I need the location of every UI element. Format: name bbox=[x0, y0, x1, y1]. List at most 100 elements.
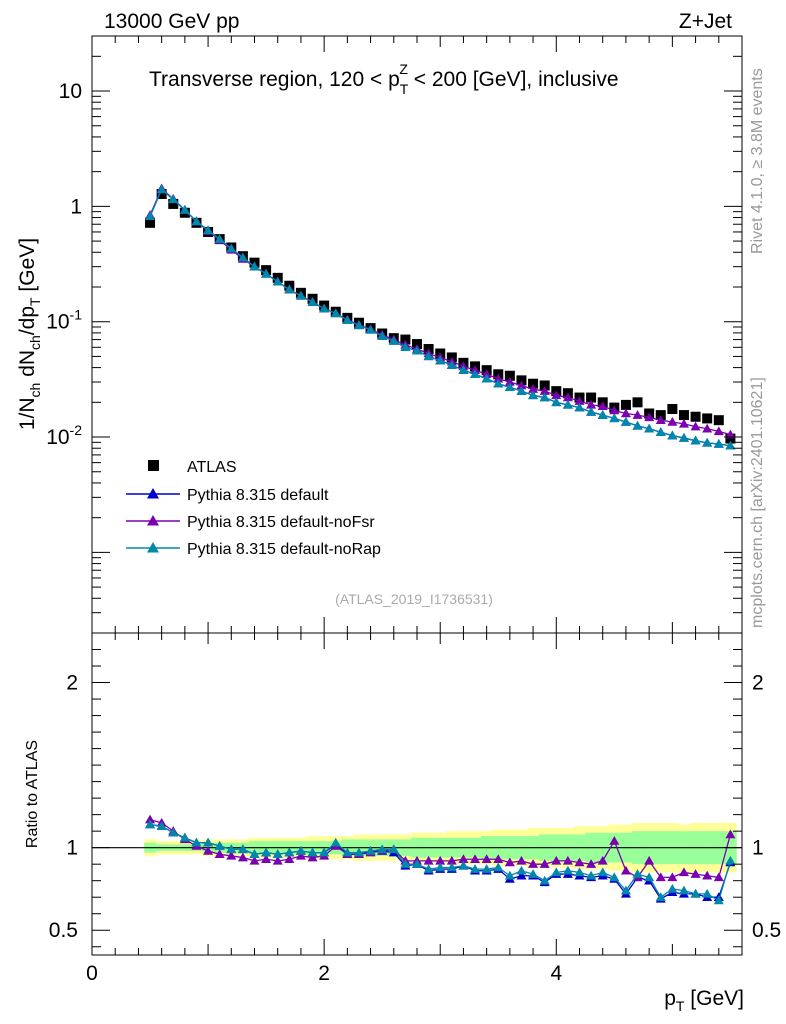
ratio-marker-2 bbox=[226, 844, 237, 854]
main-marker-3 bbox=[295, 290, 306, 300]
ratio-marker-2 bbox=[620, 885, 631, 895]
main-marker-2 bbox=[516, 380, 527, 390]
main-marker-2 bbox=[655, 415, 666, 424]
ratio-marker-2 bbox=[481, 864, 492, 873]
ratio-marker-2 bbox=[551, 867, 562, 877]
atlas-point bbox=[156, 189, 167, 200]
atlas-point bbox=[632, 397, 643, 408]
ratio-marker-2 bbox=[156, 821, 167, 830]
legend-atlas-marker bbox=[148, 460, 159, 471]
ratio-marker-1 bbox=[295, 850, 306, 860]
ratio-y-tick-label-right: 1 bbox=[752, 837, 764, 860]
main-marker-3 bbox=[493, 378, 504, 388]
main-marker-3 bbox=[179, 205, 190, 214]
legend-label: ATLAS bbox=[187, 459, 237, 476]
ratio-marker-2 bbox=[493, 862, 504, 872]
ratio-marker-2 bbox=[667, 883, 678, 893]
main-marker-3 bbox=[435, 355, 446, 365]
rivet-label: Rivet 4.1.0, ≥ 3.8M events bbox=[749, 68, 766, 254]
main-marker-2 bbox=[504, 377, 515, 386]
main-marker-3 bbox=[365, 324, 376, 334]
ratio-marker-2 bbox=[330, 837, 341, 847]
atlas-point bbox=[586, 392, 597, 403]
region-title-sup: Z bbox=[399, 61, 408, 77]
region-title-sub: T bbox=[400, 81, 409, 97]
ratio-marker-2 bbox=[272, 849, 283, 859]
ratio-marker-2 bbox=[377, 844, 388, 854]
main-y-tick-label: 10-2 bbox=[46, 422, 82, 449]
main-marker-2 bbox=[597, 401, 608, 410]
ratio-frame bbox=[91, 632, 743, 956]
atlas-point bbox=[678, 410, 689, 421]
ratio-marker-2 bbox=[261, 847, 272, 857]
ratio-marker-2 bbox=[504, 870, 515, 880]
ratio-marker-2 bbox=[574, 867, 585, 877]
ratio-marker-2 bbox=[145, 819, 156, 829]
ratio-marker-2 bbox=[284, 847, 295, 857]
ratio-y-tick-label: 2 bbox=[66, 672, 78, 695]
main-marker-3 bbox=[504, 382, 515, 392]
ratio-marker-2 bbox=[516, 865, 527, 875]
region-title: Transverse region, 120 < pTZ < 200 [GeV]… bbox=[149, 61, 619, 97]
ratio-marker-2 bbox=[632, 869, 643, 878]
main-marker-2 bbox=[528, 384, 539, 393]
atlas-point bbox=[713, 415, 724, 426]
ratio-marker-1 bbox=[145, 814, 156, 824]
main-marker-2 bbox=[702, 423, 713, 433]
tick-label-exponent: -2 bbox=[70, 422, 83, 438]
main-marker-3 bbox=[667, 430, 678, 440]
legend-label: Pythia 8.315 default-noRap bbox=[187, 541, 381, 558]
ratio-marker-1 bbox=[597, 855, 608, 865]
ratio-marker-2 bbox=[435, 862, 446, 872]
main-marker-3 bbox=[214, 234, 225, 243]
legend-label: Pythia 8.315 default bbox=[187, 487, 329, 504]
main-marker-3 bbox=[702, 437, 713, 447]
energy-label: 13000 GeV pp bbox=[104, 10, 239, 33]
ratio-marker-2 bbox=[423, 864, 434, 873]
ratio-panel: 0 2 4 0.5 0.5 1 1 2 2 bbox=[49, 632, 781, 985]
ratio-marker-2 bbox=[655, 892, 666, 901]
x-axis-label-unit: [GeV] bbox=[684, 987, 744, 1010]
ratio-marker-0 bbox=[516, 870, 527, 880]
x-tick-label: 0 bbox=[86, 962, 98, 985]
ratio-marker-1 bbox=[423, 855, 434, 865]
ratio-y-tick-label-right: 2 bbox=[752, 672, 764, 695]
ratio-marker-1 bbox=[562, 855, 573, 865]
ratio-y-tick-label-right: 0.5 bbox=[752, 919, 781, 942]
main-marker-2 bbox=[551, 390, 562, 400]
main-marker-3 bbox=[156, 184, 167, 194]
ratio-marker-2 bbox=[319, 847, 330, 857]
x-tick-label: 2 bbox=[318, 962, 330, 985]
ratio-marker-1 bbox=[655, 872, 666, 882]
ratio-marker-1 bbox=[690, 869, 701, 878]
ratio-marker-1 bbox=[725, 829, 736, 839]
main-marker-2 bbox=[713, 426, 724, 436]
ratio-marker-1 bbox=[702, 870, 713, 880]
main-marker-3 bbox=[551, 397, 562, 407]
region-title-post: < 200 [GeV], inclusive bbox=[408, 68, 619, 91]
legend-marker bbox=[147, 515, 159, 526]
main-marker-3 bbox=[516, 386, 527, 395]
main-marker-3 bbox=[400, 342, 411, 352]
atlas-point bbox=[504, 370, 515, 381]
ratio-marker-1 bbox=[458, 854, 469, 863]
tick-label-base: 10 bbox=[46, 311, 69, 334]
main-marker-3 bbox=[632, 420, 643, 430]
main-marker-2 bbox=[493, 373, 504, 383]
ratio-marker-1 bbox=[481, 854, 492, 863]
main-marker-3 bbox=[458, 365, 469, 374]
analysis-id: (ATLAS_2019_I1736531) bbox=[335, 591, 493, 607]
main-marker-3 bbox=[388, 336, 399, 345]
ratio-marker-2 bbox=[237, 844, 248, 854]
legend-marker bbox=[147, 488, 159, 499]
ratio-y-label: Ratio to ATLAS bbox=[24, 740, 41, 848]
main-marker-2 bbox=[574, 396, 585, 405]
atlas-point bbox=[528, 378, 539, 389]
legend-label: Pythia 8.315 default-noFsr bbox=[187, 514, 375, 531]
ratio-marker-2 bbox=[713, 895, 724, 905]
ratio-marker-1 bbox=[678, 867, 689, 877]
ratio-marker-1 bbox=[551, 855, 562, 865]
ratio-marker-2 bbox=[470, 864, 481, 873]
main-y-tick-label: 1 bbox=[70, 195, 82, 218]
main-marker-3 bbox=[481, 373, 492, 383]
